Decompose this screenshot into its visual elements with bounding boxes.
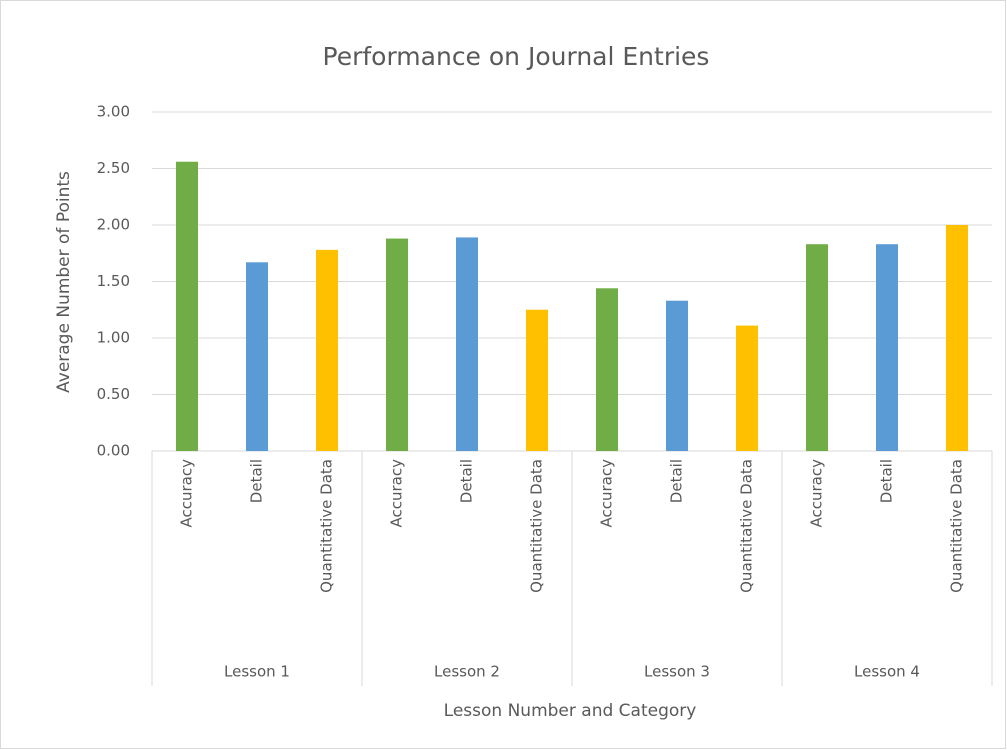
bar	[176, 161, 198, 451]
bar	[946, 225, 968, 451]
x-group-label: Lesson 3	[644, 663, 710, 681]
y-tick-label: 0.00	[97, 442, 130, 460]
x-tick-label: Detail	[668, 459, 686, 503]
bar	[736, 325, 758, 451]
bar	[666, 300, 688, 451]
x-tick-label: Accuracy	[808, 459, 826, 528]
x-tick-label: Accuracy	[388, 459, 406, 528]
y-tick-label: 2.00	[97, 216, 130, 234]
y-tick-label: 0.50	[97, 385, 130, 403]
bar	[456, 237, 478, 451]
y-axis-title: Average Number of Points	[54, 171, 74, 393]
x-tick-label: Quantitative Data	[738, 459, 756, 593]
x-tick-label: Accuracy	[598, 459, 616, 528]
y-tick-label: 1.50	[97, 272, 130, 290]
x-group-label: Lesson 4	[854, 663, 920, 681]
x-tick-label: Accuracy	[178, 459, 196, 528]
bar	[596, 288, 618, 451]
x-group-label: Lesson 1	[224, 663, 290, 681]
chart-title: Performance on Journal Entries	[323, 42, 710, 71]
x-tick-label: Quantitative Data	[528, 459, 546, 593]
y-tick-label: 1.00	[97, 329, 130, 347]
bar	[386, 238, 408, 451]
x-tick-label: Detail	[248, 459, 266, 503]
y-tick-label: 2.50	[97, 159, 130, 177]
bar	[876, 244, 898, 451]
x-tick-label: Detail	[878, 459, 896, 503]
bar	[246, 262, 268, 451]
x-tick-label: Quantitative Data	[948, 459, 966, 593]
bar	[526, 309, 548, 451]
x-group-label: Lesson 2	[434, 663, 500, 681]
x-tick-label: Detail	[458, 459, 476, 503]
bar	[316, 249, 338, 451]
y-tick-label: 3.00	[97, 103, 130, 121]
bar	[806, 244, 828, 451]
x-tick-label: Quantitative Data	[318, 459, 336, 593]
x-axis-title: Lesson Number and Category	[444, 701, 697, 721]
